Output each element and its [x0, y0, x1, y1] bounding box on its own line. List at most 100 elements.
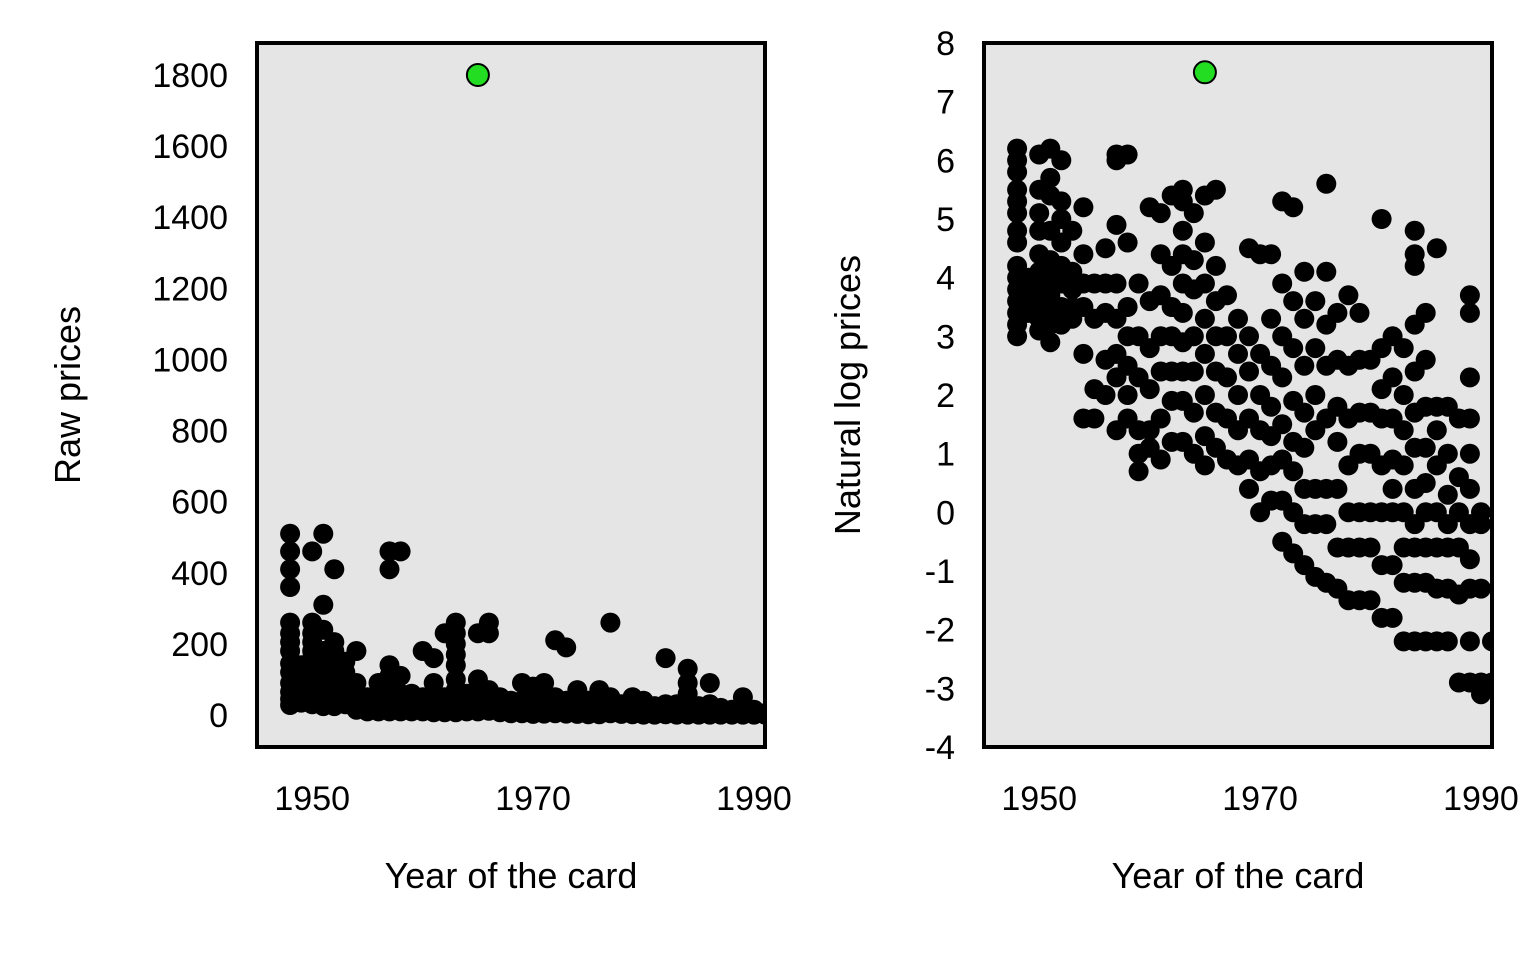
data-point	[313, 523, 334, 544]
data-point	[1393, 338, 1414, 359]
data-point	[1272, 273, 1293, 294]
data-point	[1051, 191, 1072, 212]
data-point	[1283, 338, 1304, 359]
data-point	[1117, 297, 1138, 317]
y-tick-label: -3	[925, 670, 955, 708]
data-point	[1305, 385, 1326, 405]
data-point	[1404, 220, 1425, 241]
y-axis-label: Raw prices	[47, 306, 88, 484]
y-tick-label: 2	[936, 377, 955, 415]
data-point	[1150, 449, 1171, 470]
y-tick-label: 200	[171, 626, 228, 664]
plot-frame	[982, 41, 1494, 749]
data-point	[1393, 455, 1414, 476]
data-point	[1095, 238, 1116, 259]
y-tick-label: 4	[936, 260, 955, 298]
data-point	[1349, 302, 1370, 323]
log-prices-chart: -4 -3 -2 -1 0 1 2 3 4 5 6 7 8 1950 1970 1990 Year of the…	[827, 25, 1519, 896]
data-point	[1316, 514, 1337, 535]
y-tick-label: 1	[936, 436, 955, 474]
data-point	[1128, 461, 1149, 482]
x-tick-label: 1970	[495, 780, 571, 818]
data-point	[313, 594, 334, 615]
x-tick-label: 1950	[274, 780, 350, 818]
y-tick-label: 6	[936, 142, 955, 180]
data-point	[1360, 590, 1381, 611]
data-point	[1007, 203, 1028, 224]
y-tick-label: 0	[936, 494, 955, 532]
data-point	[1040, 332, 1061, 353]
data-point	[1228, 343, 1248, 364]
data-point	[1459, 549, 1480, 570]
data-point	[1073, 197, 1094, 218]
data-point	[1261, 244, 1282, 265]
data-point	[1172, 220, 1193, 241]
data-point	[1194, 343, 1215, 364]
y-tick-label: 600	[171, 484, 228, 522]
data-point	[390, 665, 411, 686]
x-axis-label: Year of the card	[1112, 855, 1365, 896]
x-tick-label: 1970	[1222, 780, 1298, 818]
y-tick-label: 5	[936, 201, 955, 239]
data-point	[390, 541, 411, 562]
data-point	[1007, 326, 1028, 347]
data-point	[1459, 408, 1480, 429]
data-points	[1007, 60, 1492, 705]
data-point	[1261, 308, 1282, 329]
y-tick-label: 400	[171, 555, 228, 593]
data-point	[1393, 385, 1414, 405]
data-point	[1062, 220, 1083, 241]
data-point	[1217, 285, 1237, 306]
data-point	[1437, 443, 1458, 464]
data-point	[280, 559, 301, 580]
data-point	[1382, 555, 1403, 576]
data-point	[1183, 203, 1204, 224]
data-point	[1382, 607, 1403, 628]
data-point	[1084, 408, 1105, 429]
data-points	[280, 63, 765, 725]
y-tick-label: 1800	[152, 57, 228, 95]
data-point	[1415, 473, 1436, 493]
data-point	[1360, 537, 1381, 558]
data-point	[1294, 437, 1315, 458]
data-point	[1459, 478, 1480, 499]
data-point	[1426, 420, 1447, 441]
data-point	[1029, 203, 1050, 224]
data-point	[1371, 209, 1392, 229]
y-tick-label: -1	[925, 553, 955, 591]
y-tick-label: 1600	[152, 128, 228, 166]
data-point	[1139, 379, 1160, 400]
data-point	[1294, 308, 1315, 329]
data-point	[1239, 326, 1259, 347]
x-tick-label: 1990	[716, 780, 792, 818]
data-point	[1205, 179, 1226, 200]
data-point	[1117, 385, 1138, 405]
data-point	[1437, 631, 1458, 652]
data-point	[1294, 261, 1315, 282]
data-point	[1194, 308, 1215, 329]
plot-frame	[255, 41, 767, 749]
data-point	[1150, 408, 1171, 429]
y-tick-label: -2	[925, 612, 955, 650]
data-point	[600, 612, 621, 633]
data-point	[1040, 167, 1061, 188]
data-point	[1327, 478, 1348, 499]
data-point	[1007, 232, 1028, 253]
y-tick-label: 1400	[152, 199, 228, 237]
data-point	[1095, 385, 1116, 405]
data-point	[423, 673, 444, 693]
data-point	[699, 673, 720, 693]
data-point	[1272, 414, 1293, 435]
data-point	[1183, 402, 1204, 423]
data-point	[1183, 250, 1204, 271]
y-tick-label: 8	[936, 25, 955, 63]
data-point	[1205, 255, 1226, 276]
data-point	[1228, 385, 1248, 405]
data-point	[1459, 302, 1480, 323]
data-point	[556, 637, 577, 658]
data-point	[1471, 514, 1491, 535]
data-point	[655, 648, 676, 669]
data-point	[1426, 238, 1447, 259]
data-point	[1382, 478, 1403, 499]
data-point	[1172, 302, 1193, 323]
